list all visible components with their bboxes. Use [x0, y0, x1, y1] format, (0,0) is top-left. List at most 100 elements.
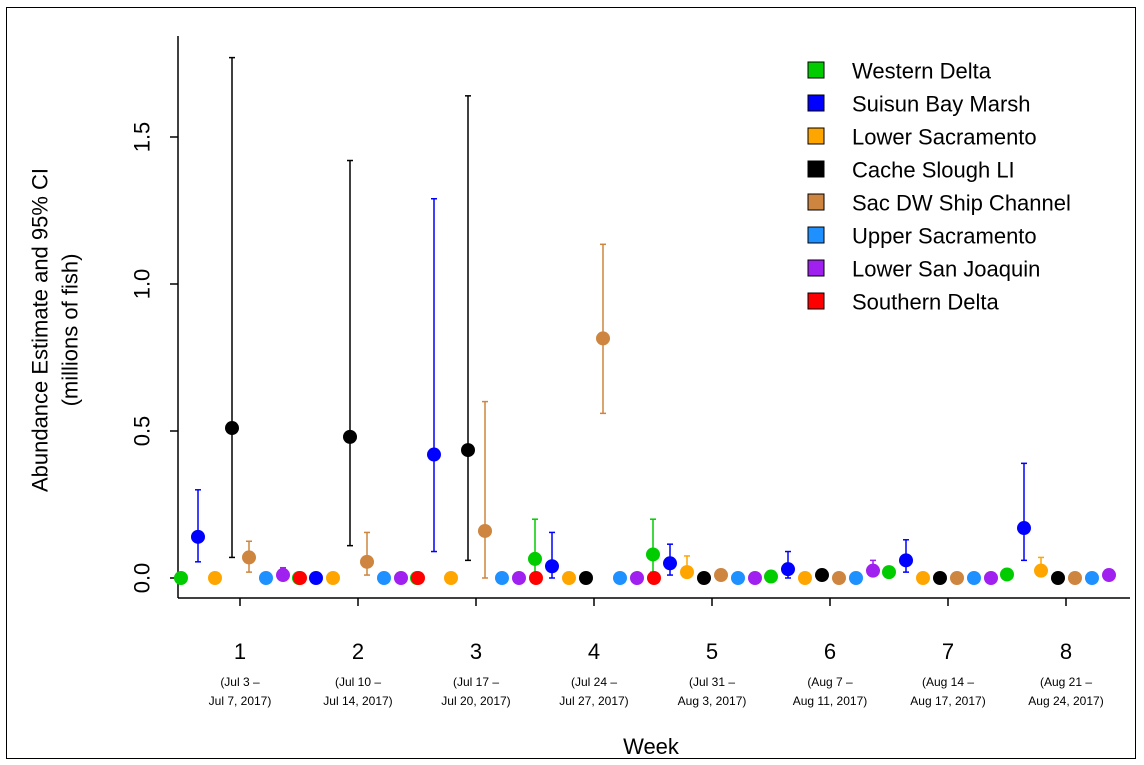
- data-point: [1000, 567, 1014, 582]
- data-point: [1102, 568, 1116, 583]
- data-point: [377, 571, 391, 585]
- data-point: [764, 569, 778, 584]
- legend-swatch: [807, 259, 825, 277]
- y-tick-label: 1.0: [130, 269, 155, 300]
- x-date-label: Jul 7, 2017): [209, 694, 272, 708]
- data-point: [984, 571, 998, 585]
- x-date-label: (Jul 31 –: [689, 675, 735, 689]
- legend-swatch: [807, 193, 825, 211]
- data-point: [326, 571, 340, 585]
- x-tick-label: 2: [352, 639, 364, 664]
- x-date-label: (Aug 7 –: [807, 675, 853, 689]
- data-point: [276, 568, 290, 583]
- data-point: [866, 563, 880, 578]
- data-point: [781, 562, 795, 577]
- data-point: [798, 571, 812, 585]
- x-axis-title: Week: [623, 734, 680, 759]
- chart-frame: [6, 7, 1136, 759]
- x-tick-label: 1: [234, 639, 246, 664]
- x-date-label: (Jul 24 –: [571, 675, 617, 689]
- data-point: [748, 571, 762, 585]
- x-tick-label: 6: [824, 639, 836, 664]
- x-tick-label: 5: [706, 639, 718, 664]
- data-point: [596, 331, 610, 346]
- data-point: [646, 547, 660, 562]
- x-tick-label: 8: [1060, 639, 1072, 664]
- data-point: [849, 571, 863, 585]
- x-tick-label: 3: [470, 639, 482, 664]
- legend-label: Lower San Joaquin: [852, 257, 1040, 282]
- y-tick-label: 1.5: [130, 122, 155, 153]
- y-axis-subtitle: (millions of fish): [58, 254, 83, 407]
- data-point: [899, 553, 913, 568]
- data-point: [309, 571, 323, 585]
- data-point: [933, 571, 947, 585]
- data-point: [731, 571, 745, 585]
- y-tick-label: 0.0: [130, 563, 155, 594]
- x-date-label: (Jul 10 –: [335, 675, 381, 689]
- legend-swatch: [807, 127, 825, 145]
- data-point: [714, 568, 728, 583]
- data-point: [832, 571, 846, 585]
- data-point: [512, 571, 526, 585]
- data-point: [208, 571, 222, 585]
- x-date-label: Aug 3, 2017): [678, 694, 747, 708]
- legend-swatch: [807, 160, 825, 178]
- data-point: [562, 571, 576, 585]
- legend-label: Lower Sacramento: [852, 125, 1037, 150]
- data-point: [495, 571, 509, 585]
- x-tick-label: 7: [942, 639, 954, 664]
- data-point: [1085, 571, 1099, 585]
- legend-label: Suisun Bay Marsh: [852, 92, 1031, 117]
- x-tick-label: 4: [588, 639, 600, 664]
- data-point: [630, 571, 644, 585]
- legend-swatch: [807, 226, 825, 244]
- x-date-label: Jul 14, 2017): [323, 694, 392, 708]
- data-point: [967, 571, 981, 585]
- data-point: [461, 443, 475, 458]
- data-point: [343, 429, 357, 444]
- data-point: [680, 565, 694, 580]
- data-point: [1051, 571, 1065, 585]
- legend-label: Western Delta: [852, 59, 992, 84]
- y-axis-title: Abundance Estimate and 95% CI: [28, 168, 53, 492]
- data-point: [950, 571, 964, 585]
- data-point: [242, 550, 256, 565]
- data-point: [815, 568, 829, 583]
- data-point: [545, 559, 559, 574]
- data-point: [647, 571, 661, 585]
- data-point: [427, 447, 441, 462]
- data-point: [663, 556, 677, 571]
- data-point: [1034, 563, 1048, 578]
- data-point: [697, 571, 711, 585]
- x-date-label: (Aug 14 –: [922, 675, 974, 689]
- data-point: [882, 565, 896, 580]
- x-date-label: Aug 11, 2017): [793, 694, 868, 708]
- x-date-label: Jul 27, 2017): [559, 694, 628, 708]
- data-point: [916, 571, 930, 585]
- data-point: [293, 571, 307, 585]
- data-point: [444, 571, 458, 585]
- data-point: [259, 571, 273, 585]
- data-point: [225, 421, 239, 436]
- data-point: [1017, 521, 1031, 536]
- legend-label: Cache Slough LI: [852, 158, 1015, 183]
- data-point: [528, 551, 542, 566]
- legend-label: Sac DW Ship Channel: [852, 191, 1071, 216]
- data-point: [191, 529, 205, 544]
- data-point: [613, 571, 627, 585]
- x-date-label: Jul 20, 2017): [441, 694, 510, 708]
- x-date-label: (Aug 21 –: [1040, 675, 1092, 689]
- x-date-label: (Jul 17 –: [453, 675, 499, 689]
- data-point: [360, 554, 374, 569]
- legend-label: Southern Delta: [852, 290, 1000, 315]
- data-point: [411, 571, 425, 585]
- data-point: [529, 571, 543, 585]
- y-tick-label: 0.5: [130, 416, 155, 447]
- data-point: [579, 571, 593, 585]
- data-point: [174, 571, 188, 585]
- legend-swatch: [807, 94, 825, 112]
- x-date-label: Aug 24, 2017): [1028, 694, 1103, 708]
- data-point: [394, 571, 408, 585]
